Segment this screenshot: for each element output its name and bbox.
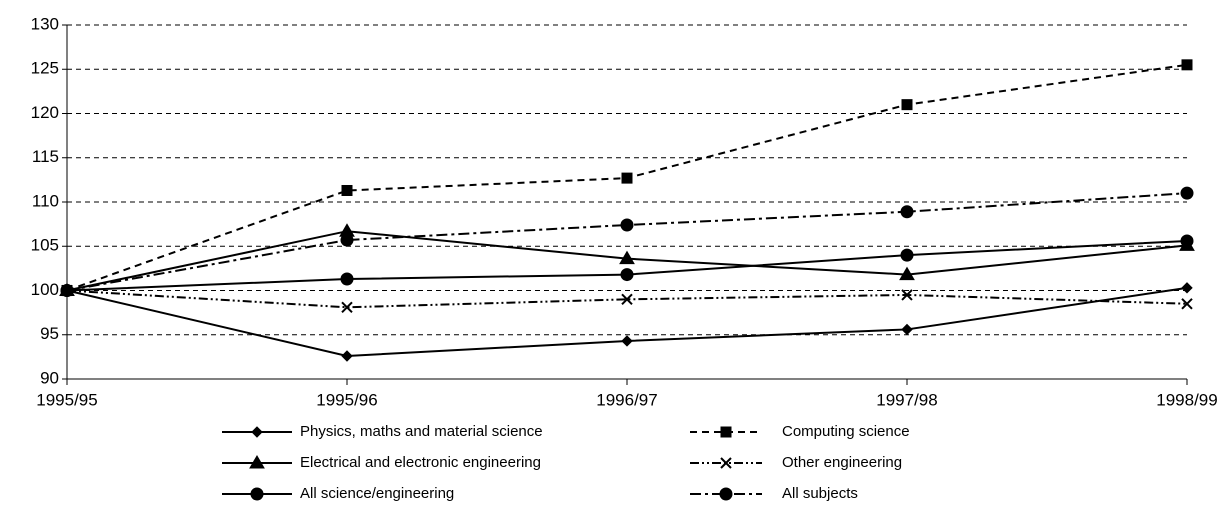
marker [901,99,913,111]
marker [1181,282,1193,294]
marker [1181,59,1193,71]
legend-item: All subjects [690,485,858,502]
legend-label: All science/engineering [300,485,454,502]
x-tick-label: 1997/98 [876,390,937,409]
marker [340,272,354,286]
y-tick-label: 95 [40,324,59,343]
marker [341,301,353,314]
marker [720,426,732,438]
legend-item: Other engineering [690,454,902,471]
marker [901,289,913,301]
y-tick-label: 90 [40,368,59,387]
marker [1180,186,1194,200]
y-tick-label: 115 [32,147,59,166]
y-tick-label: 125 [31,59,59,78]
legend-label: Physics, maths and material science [300,423,543,440]
marker [341,350,353,362]
marker [1181,298,1193,310]
marker [251,426,263,438]
y-tick-label: 110 [32,191,59,210]
marker [621,293,633,306]
x-tick-label: 1996/97 [596,390,657,409]
marker [619,250,635,265]
y-tick-label: 105 [31,236,59,255]
marker [1180,234,1194,248]
marker [249,455,265,469]
y-tick-label: 100 [31,280,59,299]
x-tick-label: 1995/95 [36,390,97,409]
marker [620,218,634,232]
series-line [66,239,1188,292]
legend-label: Computing science [782,423,910,440]
legend-label: Electrical and electronic engineering [300,454,541,471]
marker [719,487,733,501]
marker [900,205,914,219]
x-tick-label: 1995/96 [316,390,377,409]
marker [620,268,634,282]
marker [901,323,913,336]
y-tick-label: 120 [31,103,59,122]
legend-label: Other engineering [782,454,902,471]
marker [899,266,915,281]
x-tick-label: 1998/99 [1156,390,1217,409]
marker [250,487,264,501]
marker [340,233,354,247]
legend-item: All science/engineering [222,485,454,502]
marker [60,284,74,297]
legend-item: Computing science [690,423,910,440]
marker [621,335,633,347]
marker [720,457,732,469]
y-tick-label: 130 [31,14,59,33]
marker [621,172,633,184]
legend-label: All subjects [782,485,858,502]
marker [341,184,353,196]
legend-item: Physics, maths and material science [222,423,543,440]
marker [900,248,914,262]
legend-item: Electrical and electronic engineering [222,454,541,471]
